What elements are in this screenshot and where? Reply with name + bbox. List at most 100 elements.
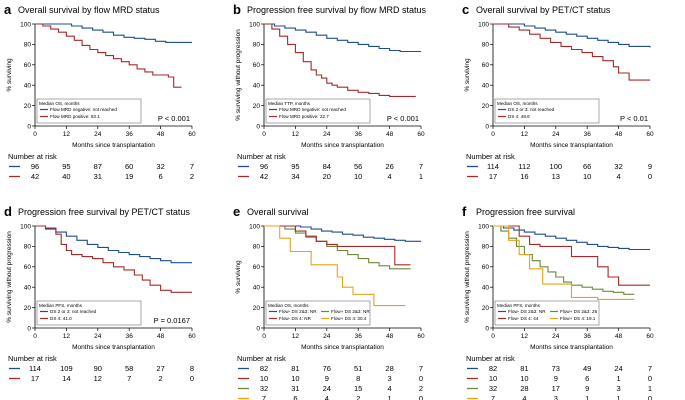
series-line-2	[493, 225, 635, 295]
y-tick-label: 20	[253, 305, 261, 312]
risk-table-header: Number at risk	[237, 152, 286, 161]
risk-table-header: Number at risk	[466, 152, 515, 161]
y-axis-label: % surviving	[464, 58, 471, 92]
x-axis-label: Months since transplantation	[72, 142, 155, 149]
risk-count: 1	[419, 172, 423, 181]
series-line-1	[264, 23, 421, 53]
panel-letter: f	[462, 204, 467, 219]
panel-letter: a	[4, 2, 12, 17]
x-tick-label: 36	[355, 131, 363, 138]
x-axis-label: Months since transplantation	[301, 142, 384, 149]
x-axis-label: Months since transplantation	[301, 344, 384, 351]
y-tick-label: 20	[24, 305, 32, 312]
p-value: P < 0.001	[387, 114, 419, 123]
x-tick-label: 60	[646, 333, 654, 340]
x-tick-label: 48	[157, 131, 165, 138]
x-tick-label: 60	[417, 131, 425, 138]
y-axis-label: % surviving without progression	[6, 231, 13, 323]
risk-count: 114	[29, 364, 41, 373]
risk-count: 1	[617, 374, 621, 383]
risk-count: 0	[648, 394, 652, 400]
risk-count: 96	[31, 162, 39, 171]
y-tick-label: 40	[482, 285, 490, 292]
panel-a: a Overall survival by flow MRD status0204…	[4, 2, 196, 181]
y-axis-label: % surviving without progression	[464, 231, 471, 323]
risk-count: 60	[125, 162, 133, 171]
x-tick-label: 12	[521, 131, 529, 138]
legend-entry: DS 4: 48.6	[508, 114, 530, 119]
risk-count: 1	[585, 394, 589, 400]
x-tick-label: 12	[63, 333, 71, 340]
risk-table-header: Number at risk	[466, 354, 515, 363]
risk-count: 32	[614, 162, 622, 171]
y-tick-label: 40	[253, 285, 261, 292]
risk-count: 0	[648, 374, 652, 383]
chart-title: Progression free survival by PET/CT stat…	[18, 207, 190, 217]
risk-count: 109	[60, 364, 73, 373]
risk-count: 31	[94, 172, 102, 181]
y-tick-label: 0	[27, 123, 31, 130]
y-tick-label: 100	[249, 21, 260, 28]
legend-title: Median OS, months	[268, 303, 309, 308]
x-tick-label: 12	[521, 333, 529, 340]
legend-entry: Flow MRD negative: not reached	[279, 107, 346, 112]
legend-title: Median TTP, months	[268, 101, 311, 106]
risk-count: 100	[550, 162, 563, 171]
risk-count: 0	[419, 374, 423, 383]
x-tick-label: 24	[552, 131, 560, 138]
legend-box	[494, 98, 600, 124]
y-tick-label: 100	[478, 223, 489, 230]
x-axis-label: Months since transplantation	[72, 344, 155, 351]
risk-count: 6	[293, 394, 297, 400]
risk-count: 4	[522, 394, 526, 400]
risk-count: 4	[388, 172, 392, 181]
risk-count: 9	[325, 374, 329, 383]
risk-count: 81	[291, 364, 299, 373]
risk-count: 9	[585, 384, 589, 393]
risk-count: 31	[291, 384, 299, 393]
legend-box	[36, 300, 142, 326]
x-tick-label: 12	[292, 131, 300, 138]
panel-d: d Progression free survival by PET/CT sta…	[4, 204, 196, 383]
series-line-1	[493, 23, 651, 48]
risk-count: 76	[323, 364, 331, 373]
legend-entry: Flow+ DS 2&3: NR	[331, 309, 370, 314]
x-tick-label: 0	[33, 131, 37, 138]
y-tick-label: 60	[24, 264, 32, 271]
risk-count: 17	[31, 374, 39, 383]
risk-count: 4	[325, 394, 329, 400]
x-tick-label: 0	[491, 131, 495, 138]
chart-title: Overall survival	[247, 207, 309, 217]
legend-box	[36, 98, 142, 124]
x-tick-label: 24	[323, 333, 331, 340]
chart-title: Overall survival by flow MRD status	[18, 5, 160, 15]
y-tick-label: 60	[24, 62, 32, 69]
risk-count: 0	[419, 394, 423, 400]
legend-entry: DS 4: 41.0	[50, 316, 72, 321]
risk-count: 13	[552, 172, 560, 181]
x-tick-label: 60	[417, 333, 425, 340]
y-tick-label: 0	[256, 325, 260, 332]
y-axis-label: % surviving	[235, 260, 242, 294]
series-line-1	[264, 225, 421, 242]
x-tick-label: 0	[491, 333, 495, 340]
x-tick-label: 48	[615, 131, 623, 138]
risk-count: 8	[190, 364, 194, 373]
x-tick-label: 24	[94, 333, 102, 340]
x-tick-label: 60	[188, 333, 196, 340]
legend-entry: DS 2 or 3: not reached	[508, 107, 555, 112]
risk-count: 14	[62, 374, 70, 383]
risk-count: 1	[388, 394, 392, 400]
x-tick-label: 60	[646, 131, 654, 138]
legend-title: Median OS, months	[497, 101, 538, 106]
x-tick-label: 36	[355, 333, 363, 340]
legend-entry: Flow- DS 4: 44	[508, 316, 539, 321]
risk-count: 34	[291, 172, 299, 181]
chart-title: Progression free survival	[476, 207, 575, 217]
x-axis-label: Months since transplantation	[530, 142, 613, 149]
risk-count: 0	[648, 172, 652, 181]
